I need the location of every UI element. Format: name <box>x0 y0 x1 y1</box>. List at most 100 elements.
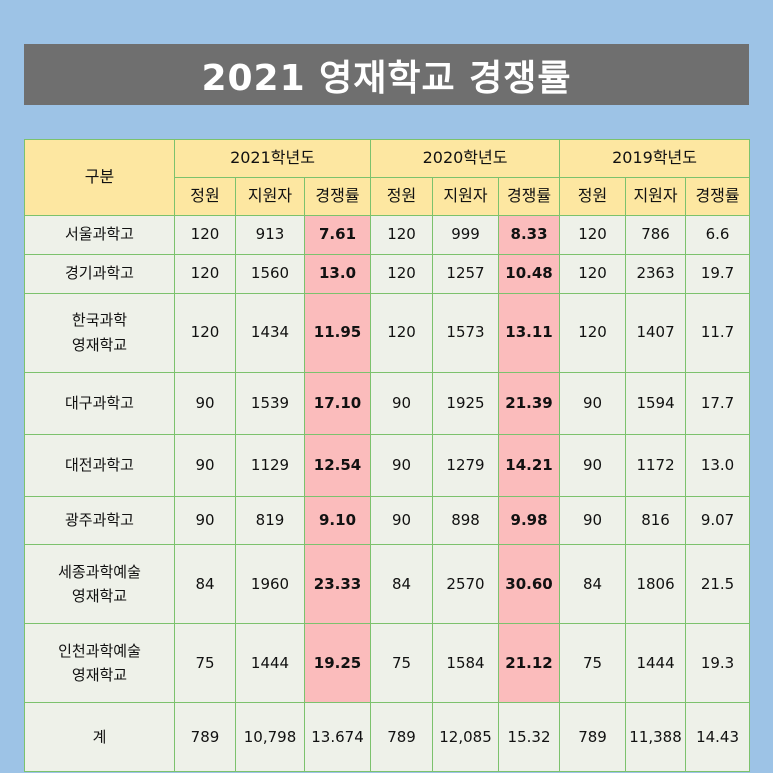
applicants-cell: 1407 <box>625 292 687 373</box>
applicants-cell: 12,085 <box>432 702 500 772</box>
ratio-cell: 14.43 <box>685 702 751 772</box>
school-name-line: 계 <box>92 727 107 746</box>
applicants-cell: 1434 <box>235 292 305 373</box>
capacity-cell: 90 <box>174 496 236 546</box>
ratio-cell: 13.0 <box>685 433 751 498</box>
header-applicants: 지원자 <box>432 176 500 216</box>
school-name-line: 영재학교 <box>71 335 128 354</box>
capacity-cell: 90 <box>174 371 236 435</box>
table-row: 인천과학예술 영재학교 75 1444 19.25 75 1584 21.12 75 1444 19… <box>24 623 751 704</box>
table-row: 계 789 10,798 13.674 789 12,085 15.32 789 11,388 1… <box>24 702 751 772</box>
ratio-cell: 21.39 <box>498 371 561 435</box>
applicants-cell: 11,388 <box>625 702 687 772</box>
capacity-cell: 789 <box>559 702 627 772</box>
school-name: 대구과학고 <box>24 371 175 435</box>
applicants-cell: 1444 <box>625 623 687 704</box>
ratio-cell: 13.0 <box>303 253 372 294</box>
ratio-cell: 6.6 <box>685 214 751 255</box>
capacity-cell: 120 <box>370 253 434 294</box>
school-name-line: 광주과학고 <box>64 511 134 530</box>
applicants-cell: 2570 <box>432 544 500 625</box>
capacity-cell: 120 <box>174 253 236 294</box>
ratio-cell: 17.10 <box>303 371 372 435</box>
capacity-cell: 75 <box>174 623 236 704</box>
ratio-cell: 14.21 <box>498 433 561 498</box>
school-name: 경기과학고 <box>24 253 175 294</box>
applicants-cell: 1573 <box>432 292 500 373</box>
capacity-cell: 789 <box>370 702 434 772</box>
header-row-sub: 정원 지원자 경쟁률 정원 지원자 경쟁률 정원 지원자 경쟁률 <box>25 176 751 216</box>
ratio-cell: 23.33 <box>303 544 372 625</box>
ratio-cell: 30.60 <box>498 544 561 625</box>
table-row: 경기과학고 120 1560 13.0 120 1257 10.48 120 2363 19.7 <box>24 253 751 294</box>
capacity-cell: 120 <box>174 292 236 373</box>
applicants-cell: 1257 <box>432 253 500 294</box>
capacity-cell: 90 <box>559 371 627 435</box>
capacity-cell: 90 <box>370 371 434 435</box>
applicants-cell: 10,798 <box>235 702 305 772</box>
table-row: 광주과학고 90 819 9.10 90 898 9.98 90 816 9.07 <box>24 496 751 546</box>
applicants-cell: 999 <box>432 214 500 255</box>
header-year-2020: 2020학년도 <box>370 139 561 178</box>
applicants-cell: 898 <box>432 496 500 546</box>
ratio-cell: 11.95 <box>303 292 372 373</box>
applicants-cell: 1925 <box>432 371 500 435</box>
school-name-line: 한국과학 <box>71 311 128 329</box>
ratio-cell: 8.33 <box>498 214 561 255</box>
school-name-line: 영재학교 <box>71 587 128 606</box>
ratio-cell: 9.07 <box>685 496 751 546</box>
ratio-cell: 9.98 <box>498 496 561 546</box>
school-name: 계 <box>24 702 175 772</box>
applicants-cell: 816 <box>625 496 687 546</box>
table-row: 대전과학고 90 1129 12.54 90 1279 14.21 90 1172 13.0 <box>24 433 751 498</box>
competition-table: 구분 2021학년도 2020학년도 2019학년도 정원 지원자 경쟁률 정원… <box>24 139 751 772</box>
ratio-cell: 13.11 <box>498 292 561 373</box>
capacity-cell: 84 <box>174 544 236 625</box>
applicants-cell: 1806 <box>625 544 687 625</box>
table-row: 대구과학고 90 1539 17.10 90 1925 21.39 90 1594 17.7 <box>24 371 751 435</box>
ratio-cell: 19.3 <box>685 623 751 704</box>
capacity-cell: 90 <box>559 496 627 546</box>
capacity-cell: 90 <box>370 433 434 498</box>
header-row-years: 구분 2021학년도 2020학년도 2019학년도 <box>24 139 751 216</box>
header-applicants: 지원자 <box>235 176 305 216</box>
applicants-cell: 1444 <box>235 623 305 704</box>
capacity-cell: 84 <box>559 544 627 625</box>
table-row: 서울과학고 120 913 7.61 120 999 8.33 120 786 6.6 <box>24 214 751 255</box>
school-name: 서울과학고 <box>24 214 175 255</box>
ratio-cell: 11.7 <box>685 292 751 373</box>
header-capacity: 정원 <box>370 176 434 216</box>
applicants-cell: 1279 <box>432 433 500 498</box>
capacity-cell: 120 <box>370 214 434 255</box>
applicants-cell: 2363 <box>625 253 687 294</box>
applicants-cell: 819 <box>235 496 305 546</box>
capacity-cell: 84 <box>370 544 434 625</box>
applicants-cell: 1594 <box>625 371 687 435</box>
header-category: 구분 <box>24 139 175 216</box>
page-title: 2021 영재학교 경쟁률 <box>201 57 572 99</box>
capacity-cell: 90 <box>370 496 434 546</box>
capacity-cell: 120 <box>559 253 627 294</box>
capacity-cell: 120 <box>559 214 627 255</box>
school-name: 대전과학고 <box>24 433 175 498</box>
applicants-cell: 786 <box>625 214 687 255</box>
capacity-cell: 90 <box>174 433 236 498</box>
applicants-cell: 913 <box>235 214 305 255</box>
ratio-cell: 15.32 <box>498 702 561 772</box>
header-capacity: 정원 <box>174 176 236 216</box>
ratio-cell: 17.7 <box>685 371 751 435</box>
ratio-cell: 13.674 <box>303 702 372 772</box>
school-name-line: 세종과학예술 <box>58 562 141 581</box>
ratio-cell: 21.5 <box>685 544 751 625</box>
applicants-cell: 1960 <box>235 544 305 625</box>
school-name-line: 인천과학예술 <box>58 641 141 660</box>
title-bar: 2021 영재학교 경쟁률 <box>24 44 749 105</box>
header-ratio: 경쟁률 <box>498 176 561 216</box>
school-name-line: 영재학교 <box>71 666 128 685</box>
table-row: 세종과학예술 영재학교 84 1960 23.33 84 2570 30.60 84 1806 21… <box>24 544 751 625</box>
school-name-line: 대전과학고 <box>64 456 134 475</box>
capacity-cell: 120 <box>559 292 627 373</box>
